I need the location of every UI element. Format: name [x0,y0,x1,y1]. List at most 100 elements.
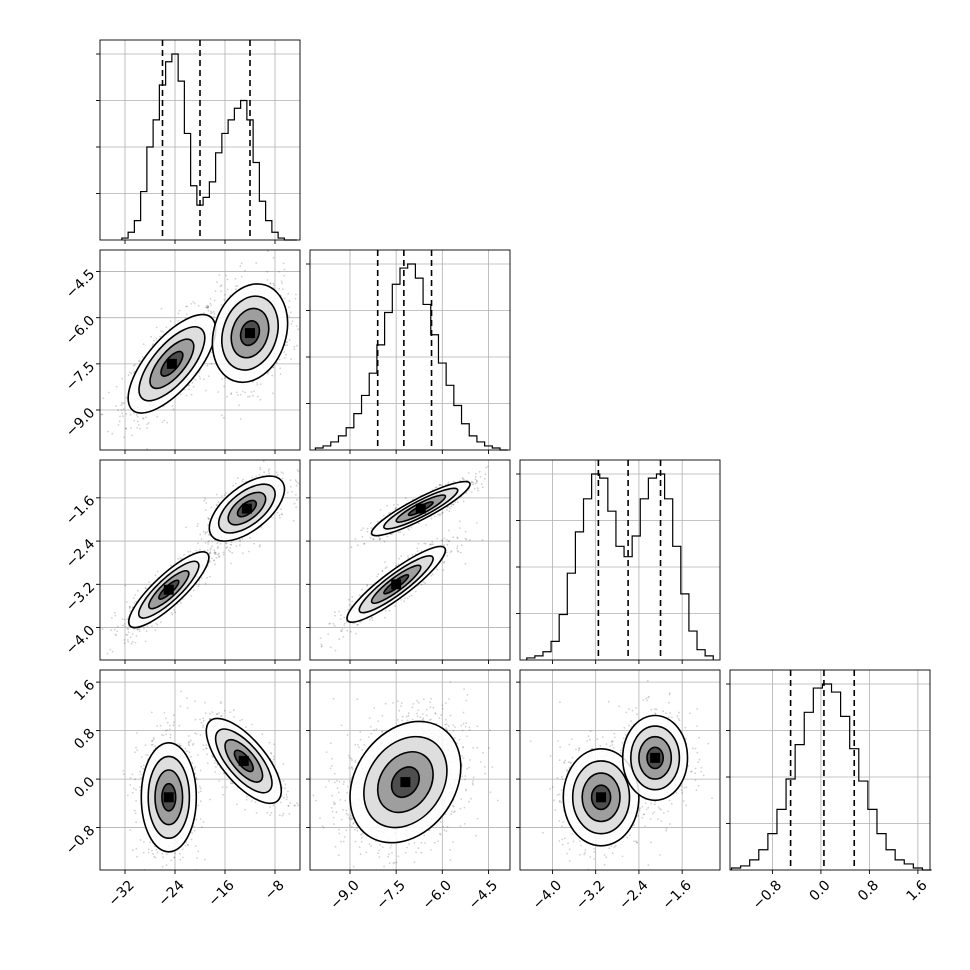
scatter-point [185,394,188,397]
scatter-point [452,536,455,539]
scatter-point [203,499,206,502]
scatter-point [370,527,373,529]
scatter-point [111,432,114,435]
scatter-point [207,524,210,526]
scatter-point [475,472,477,475]
scatter-point [221,495,223,497]
scatter-point [447,481,450,484]
scatter-point [236,477,239,480]
scatter-point [386,535,389,538]
scatter-point [207,305,210,308]
scatter-point [187,741,190,744]
scatter-point [210,304,213,307]
scatter-point [424,582,427,585]
scatter-point [136,855,138,858]
scatter-point [200,538,203,540]
marginal-panel-1 [306,249,511,454]
scatter-point [192,589,195,592]
scatter-point [342,636,345,638]
scatter-point [467,489,470,492]
scatter-point [448,540,451,543]
scatter-point [397,503,399,506]
scatter-point [292,519,295,522]
scatter-point [338,610,340,613]
scatter-point [360,529,363,532]
scatter-point [408,595,411,598]
scatter-point [343,616,346,619]
scatter-point [281,513,284,516]
scatter-point [351,600,354,603]
scatter-point [262,460,265,463]
scatter-point [188,744,191,747]
scatter-point [122,624,124,627]
scatter-point [148,581,151,584]
scatter-point [429,543,432,546]
scatter-point [272,282,275,285]
scatter-point [220,414,223,417]
scatter-point [456,501,459,503]
scatter-point [207,541,210,543]
scatter-point [448,510,451,513]
scatter-point [207,306,210,309]
scatter-point [340,629,342,632]
scatter-point [117,424,120,426]
scatter-point [377,573,380,576]
scatter-point [230,392,233,394]
scatter-point [174,875,176,877]
scatter-point [204,532,207,535]
scatter-point [280,280,283,283]
scatter-point [123,618,126,621]
scatter-point [356,544,359,547]
scatter-point [372,538,375,541]
scatter-point [129,605,131,608]
scatter-point [443,537,445,540]
scatter-point [417,522,420,525]
scatter-point [443,544,446,547]
scatter-point [136,628,139,631]
scatter-point [293,502,296,505]
scatter-point [369,536,372,539]
scatter-point [207,517,210,520]
scatter-point [129,610,131,612]
scatter-point [479,475,482,478]
scatter-point [379,509,382,511]
scatter-point [446,538,448,541]
scatter-point [241,480,244,483]
scatter-point [134,594,137,596]
scatter-point [366,584,369,586]
scatter-point [188,388,190,391]
scatter-point [155,326,158,329]
scatter-point [134,778,137,781]
scatter-point [383,540,386,543]
scatter-point [177,312,180,315]
scatter-point [464,530,467,533]
scatter-point [127,794,129,797]
scatter-point [195,777,198,780]
scatter-point [144,587,147,590]
scatter-point [431,540,434,543]
scatter-point [467,472,470,474]
scatter-point [295,293,297,296]
scatter-point [295,493,297,496]
scatter-point [137,424,140,426]
scatter-point [120,401,123,404]
scatter-point [204,582,207,585]
scatter-point [394,508,397,510]
scatter-point [239,544,241,547]
scatter-point [143,841,145,843]
scatter-point [216,547,219,550]
scatter-point [269,282,272,285]
scatter-point [226,546,229,548]
scatter-point [199,800,202,803]
scatter-point [177,558,180,560]
scatter-point [234,482,237,485]
scatter-point [138,628,141,631]
scatter-point [210,547,213,549]
scatter-point [173,609,176,611]
scatter-point [128,607,131,610]
scatter-point [256,384,259,386]
joint-panel-3-0 [96,669,301,877]
scatter-point [205,306,207,309]
scatter-point [166,421,169,424]
scatter-point [280,513,283,515]
